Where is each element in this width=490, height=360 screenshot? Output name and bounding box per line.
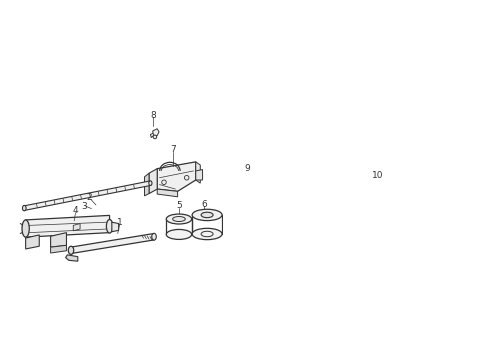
Ellipse shape xyxy=(172,216,185,221)
Polygon shape xyxy=(149,168,157,194)
Ellipse shape xyxy=(149,181,152,185)
Polygon shape xyxy=(71,234,154,253)
Polygon shape xyxy=(66,255,78,261)
Circle shape xyxy=(382,189,387,194)
Text: 3: 3 xyxy=(82,202,88,211)
Circle shape xyxy=(162,180,166,185)
Polygon shape xyxy=(157,189,177,197)
Text: 6: 6 xyxy=(201,199,207,208)
Ellipse shape xyxy=(23,206,26,211)
Polygon shape xyxy=(359,192,384,222)
Ellipse shape xyxy=(106,220,113,233)
Text: 10: 10 xyxy=(371,171,383,180)
Polygon shape xyxy=(196,170,202,180)
Text: 2: 2 xyxy=(86,193,92,202)
Ellipse shape xyxy=(166,214,192,224)
Text: 5: 5 xyxy=(176,201,182,210)
Polygon shape xyxy=(24,181,151,210)
Ellipse shape xyxy=(22,220,29,237)
Polygon shape xyxy=(145,173,149,196)
Text: 4: 4 xyxy=(73,206,78,215)
Polygon shape xyxy=(196,162,200,183)
Polygon shape xyxy=(112,222,119,232)
Ellipse shape xyxy=(201,212,213,218)
Circle shape xyxy=(253,193,288,228)
Circle shape xyxy=(232,171,310,249)
Polygon shape xyxy=(50,245,67,253)
Polygon shape xyxy=(379,188,389,196)
Polygon shape xyxy=(261,197,281,224)
Text: 9: 9 xyxy=(245,164,250,173)
Polygon shape xyxy=(153,129,159,136)
Circle shape xyxy=(184,175,189,180)
Polygon shape xyxy=(74,224,80,231)
Ellipse shape xyxy=(68,246,73,255)
Polygon shape xyxy=(157,162,196,192)
Text: 8: 8 xyxy=(150,111,156,120)
Polygon shape xyxy=(25,215,110,237)
Ellipse shape xyxy=(192,228,222,240)
Polygon shape xyxy=(50,233,67,247)
Text: 1: 1 xyxy=(117,218,122,227)
Text: 7: 7 xyxy=(170,145,176,154)
Ellipse shape xyxy=(152,233,156,240)
Ellipse shape xyxy=(192,209,222,221)
Ellipse shape xyxy=(166,229,192,239)
Circle shape xyxy=(257,197,284,224)
Circle shape xyxy=(153,135,157,139)
Polygon shape xyxy=(25,235,39,249)
